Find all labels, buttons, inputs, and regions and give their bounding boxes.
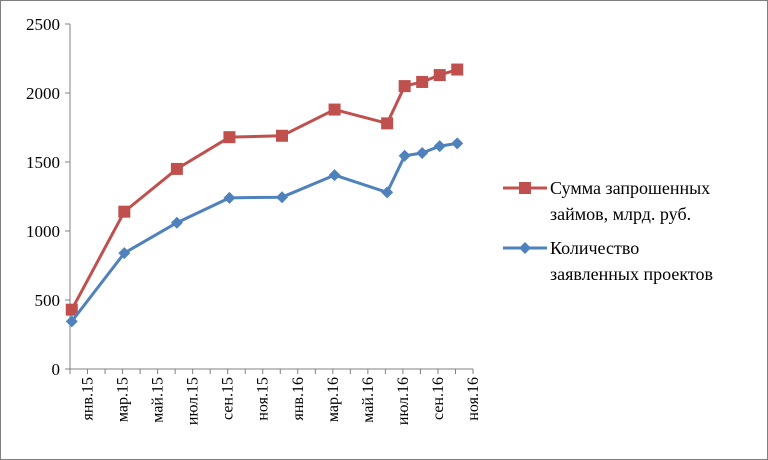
data-point-diamond [416,147,429,160]
x-tick-label: июл.16 [395,377,412,425]
data-point-diamond [223,191,236,204]
series-1 [65,63,464,316]
x-tick-label: мар.15 [115,377,132,422]
x-tick-label: май.15 [150,377,167,423]
legend-label-line: Сумма запрошенных [550,178,710,198]
legend-marker-diamond [519,242,531,254]
x-tick-label: янв.16 [290,377,307,420]
legend-label: Количество заявленных проектов [550,238,713,284]
data-point-diamond [328,169,341,182]
x-tick-label: ноя.15 [255,377,272,421]
legend-label: Сумма запрошенных займов, млрд. руб. [550,178,710,224]
data-point-diamond [65,315,78,328]
series-layer [65,63,464,328]
data-point-diamond [451,137,464,150]
y-tick-label: 500 [35,291,61,310]
legend: Сумма запрошенных займов, млрд. руб. Колич… [503,178,713,284]
y-tick-label: 0 [52,360,61,379]
legend-label-line: Количество [550,238,639,258]
x-tick-label: июл.15 [185,377,202,425]
y-tick-label: 1000 [26,222,60,241]
data-point-square [451,63,464,76]
series-line [70,68,458,311]
data-point-diamond [118,247,131,260]
data-point-square [276,129,289,142]
data-point-square [223,131,236,144]
data-point-diamond [170,216,183,229]
data-point-diamond [276,191,289,204]
data-point-square [328,103,341,116]
data-point-square [65,303,78,316]
data-point-square [416,75,429,88]
x-tick-label: мар.16 [325,377,342,422]
data-point-diamond [381,186,394,199]
y-tick-label: 2500 [26,15,60,34]
data-point-square [433,69,446,82]
legend-label-line: заявленных проектов [550,264,713,284]
legend-label-line: займов, млрд. руб. [550,204,691,224]
data-point-square [118,205,131,218]
x-tick-label: сен.16 [430,377,447,420]
x-tick-label: янв.15 [80,377,97,420]
data-point-square [398,80,411,93]
x-tick-label: сен.15 [220,377,237,420]
data-point-diamond [398,149,411,162]
y-tick-label: 2000 [26,84,60,103]
data-point-diamond [433,140,446,153]
data-point-square [381,117,394,130]
axes: 0 500 1000 1500 2000 2500 янв.15 мар.15 май.15 ию… [26,15,482,425]
x-tick-label: ноя.16 [465,377,482,421]
legend-marker-square [519,182,531,194]
y-tick-label: 1500 [26,153,60,172]
x-tick-label: май.16 [360,377,377,423]
data-point-square [170,162,183,175]
series-2 [65,137,464,328]
series-line [70,141,458,323]
